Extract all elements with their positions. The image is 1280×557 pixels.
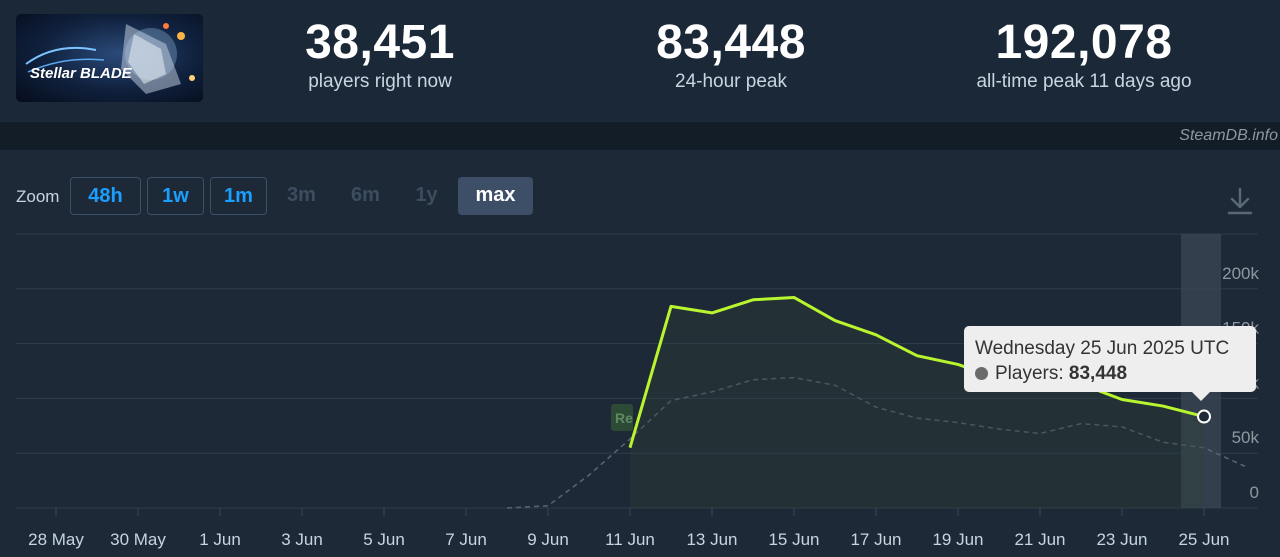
x-tick-label: 30 May xyxy=(110,530,166,549)
stat-24h-peak: 83,448 24-hour peak xyxy=(581,14,881,94)
game-capsule-image[interactable]: Stellar BLADE xyxy=(16,14,203,102)
x-tick-label: 1 Jun xyxy=(199,530,241,549)
x-tick-label: 21 Jun xyxy=(1014,530,1065,549)
stat-current-label: players right now xyxy=(308,71,452,92)
steamdb-credit[interactable]: SteamDB.info xyxy=(1179,127,1278,144)
game-logo-text: Stellar BLADE xyxy=(30,65,133,82)
release-marker[interactable]: Re xyxy=(611,404,633,431)
zoom-6m-button: 6m xyxy=(351,184,380,206)
tooltip-row: Players: 83,448 xyxy=(975,363,1127,385)
release-marker-badge xyxy=(611,404,633,431)
stat-all-time-peak-value: 192,078 xyxy=(995,16,1173,69)
players-series-area xyxy=(630,297,1204,508)
x-tick-label: 15 Jun xyxy=(768,530,819,549)
stat-current-value: 38,451 xyxy=(305,16,455,69)
x-tick-label: 19 Jun xyxy=(932,530,983,549)
release-marker-label: Re xyxy=(615,410,633,426)
tooltip-date: Wednesday 25 Jun 2025 UTC xyxy=(975,338,1230,359)
zoom-3m-button: 3m xyxy=(287,184,316,206)
y-tick-label: 200k xyxy=(1222,264,1259,283)
y-tick-label: 0 xyxy=(1250,483,1259,502)
series-dot-icon xyxy=(975,367,988,380)
comparison-series-line xyxy=(506,376,1246,509)
tooltip-arrow xyxy=(1192,392,1210,401)
credit-bar xyxy=(0,122,1280,150)
stat-24h-peak-label: 24-hour peak xyxy=(675,71,787,92)
x-tick-label: 13 Jun xyxy=(686,530,737,549)
tooltip-value: 83,448 xyxy=(1068,363,1128,384)
zoom-48h-button[interactable]: 48h xyxy=(70,177,141,215)
zoom-1m-button[interactable]: 1m xyxy=(210,177,267,215)
zoom-label: Zoom xyxy=(16,187,60,206)
zoom-max-button[interactable]: max xyxy=(458,177,533,215)
x-tick-label: 17 Jun xyxy=(850,530,901,549)
game-capsule-art: Stellar BLADE xyxy=(16,14,203,102)
download-icon-graphic xyxy=(1227,187,1253,215)
chart-series xyxy=(506,295,1246,509)
x-tick-label: 3 Jun xyxy=(281,530,323,549)
download-icon[interactable] xyxy=(1226,186,1254,216)
zoom-1w-button[interactable]: 1w xyxy=(147,177,204,215)
tooltip-series-label: Players: xyxy=(995,363,1064,384)
zoom-1y-button: 1y xyxy=(415,184,438,206)
chart-tooltip: Wednesday 25 Jun 2025 UTC Players: 83,44… xyxy=(964,326,1256,401)
x-tick-label: 5 Jun xyxy=(363,530,405,549)
stat-all-time-peak-label: all-time peak 11 days ago xyxy=(976,71,1192,92)
x-tick-label: 7 Jun xyxy=(445,530,487,549)
y-tick-label: 50k xyxy=(1232,428,1260,447)
stat-24h-peak-value: 83,448 xyxy=(656,16,806,69)
x-tick-label: 11 Jun xyxy=(605,530,655,549)
x-tick-label: 23 Jun xyxy=(1096,530,1147,549)
players-series-line xyxy=(628,295,1205,449)
x-axis-ticks: 28 May 30 May 1 Jun 3 Jun 5 Jun 7 Jun 9 Jun 11 … xyxy=(28,508,1230,549)
highlighted-point[interactable] xyxy=(1197,409,1211,424)
header-bar: Stellar BLADE 38,451 players right now 8… xyxy=(0,0,1280,122)
stat-all-time-peak: 192,078 all-time peak 11 days ago xyxy=(934,14,1234,94)
x-tick-label: 25 Jun xyxy=(1178,530,1229,549)
stat-current: 38,451 players right now xyxy=(230,14,530,94)
x-tick-label: 28 May xyxy=(28,530,84,549)
x-tick-label: 9 Jun xyxy=(527,530,569,549)
